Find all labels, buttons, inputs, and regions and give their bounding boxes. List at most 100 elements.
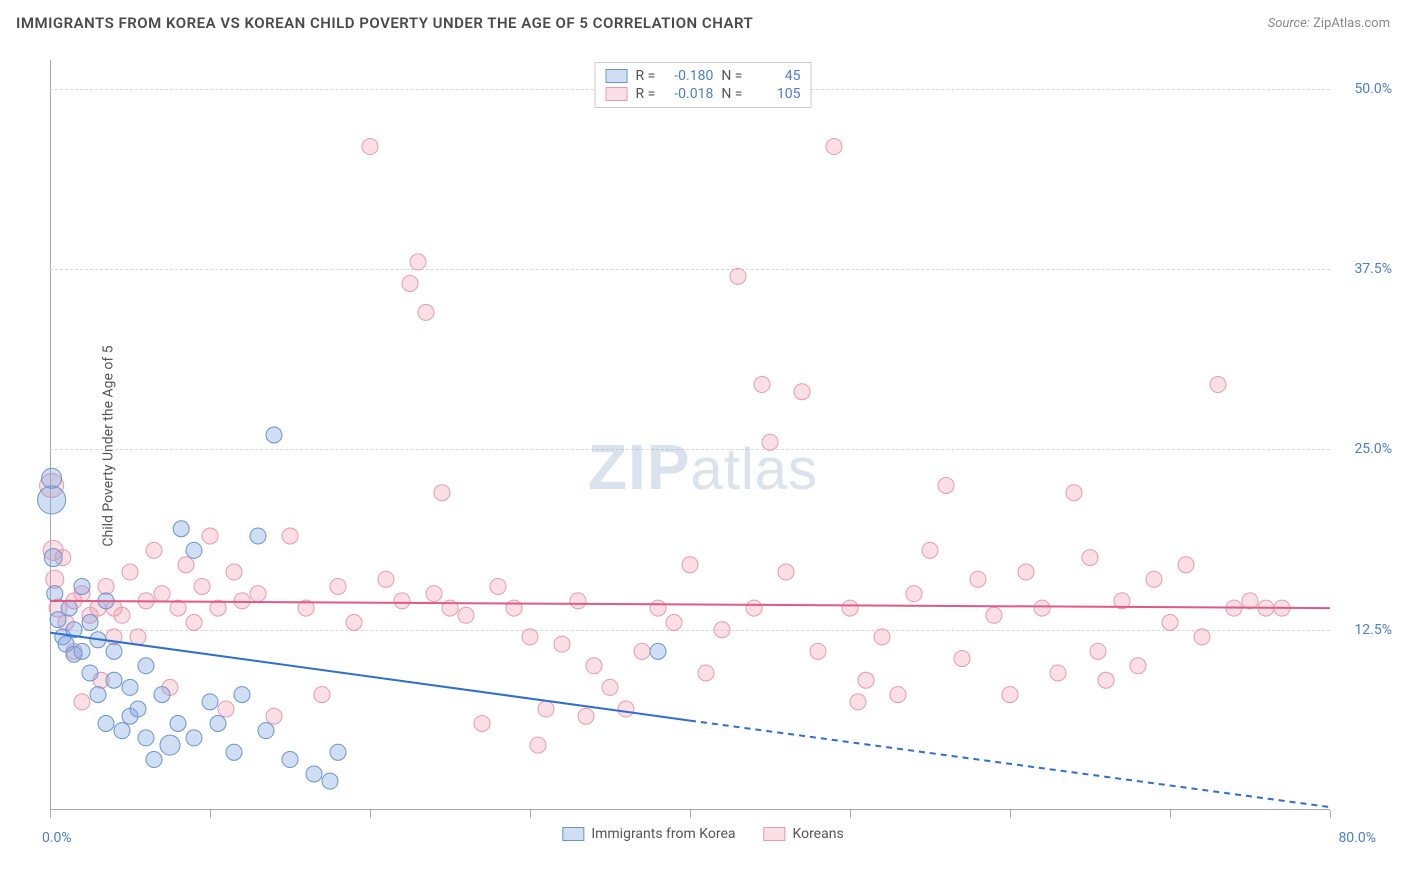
scatter-point (114, 723, 130, 739)
scatter-point (418, 304, 434, 320)
scatter-point (74, 578, 90, 594)
legend-item-pink: Koreans (763, 826, 843, 842)
scatter-point (762, 434, 778, 450)
legend-stats-row-pink: R = -0.018 N = 105 (606, 85, 801, 103)
scatter-point (250, 586, 266, 602)
scatter-point (970, 571, 986, 587)
x-tick (210, 810, 211, 818)
x-tick (530, 810, 531, 818)
scatter-point (114, 607, 130, 623)
scatter-point (634, 643, 650, 659)
x-tick (1330, 810, 1331, 818)
scatter-point (282, 528, 298, 544)
scatter-point (122, 679, 138, 695)
scatter-point (666, 615, 682, 631)
scatter-point (778, 564, 794, 580)
scatter-point (322, 773, 338, 789)
scatter-point (74, 694, 90, 710)
legend-item-blue: Immigrants from Korea (562, 826, 735, 842)
scatter-point (61, 600, 77, 616)
scatter-point (730, 268, 746, 284)
scatter-point (138, 730, 154, 746)
scatter-point (474, 715, 490, 731)
scatter-point (850, 694, 866, 710)
scatter-point (402, 276, 418, 292)
n-value-blue: 45 (750, 68, 800, 84)
chart-container: IMMIGRANTS FROM KOREA VS KOREAN CHILD PO… (0, 0, 1406, 892)
scatter-point (1146, 571, 1162, 587)
scatter-point (586, 658, 602, 674)
scatter-plot-svg (50, 60, 1330, 810)
scatter-point (258, 723, 274, 739)
scatter-point (682, 557, 698, 573)
scatter-point (234, 687, 250, 703)
title-bar: IMMIGRANTS FROM KOREA VS KOREAN CHILD PO… (16, 14, 1390, 32)
scatter-point (906, 586, 922, 602)
scatter-point (1066, 485, 1082, 501)
scatter-point (106, 672, 122, 688)
y-tick-label: 37.5% (1354, 261, 1392, 277)
scatter-point (1090, 643, 1106, 659)
scatter-point (186, 615, 202, 631)
scatter-point (826, 139, 842, 155)
scatter-point (570, 593, 586, 609)
scatter-point (434, 485, 450, 501)
scatter-point (154, 586, 170, 602)
scatter-point (714, 622, 730, 638)
scatter-point (1242, 593, 1258, 609)
scatter-point (1098, 672, 1114, 688)
scatter-point (1002, 687, 1018, 703)
scatter-point (194, 578, 210, 594)
x-tick (370, 810, 371, 818)
scatter-point (250, 528, 266, 544)
scatter-point (90, 687, 106, 703)
x-max-label: 80.0% (1338, 830, 1376, 846)
swatch-blue-icon (562, 827, 584, 841)
scatter-point (522, 629, 538, 645)
scatter-point (146, 752, 162, 768)
scatter-point (650, 600, 666, 616)
scatter-point (266, 708, 282, 724)
scatter-point (754, 377, 770, 393)
scatter-point (218, 701, 234, 717)
n-label: N = (721, 68, 742, 84)
trend-line (690, 721, 1330, 808)
scatter-point (154, 687, 170, 703)
scatter-point (618, 701, 634, 717)
scatter-point (146, 542, 162, 558)
legend-series: Immigrants from Korea Koreans (562, 826, 843, 842)
r-label: R = (636, 68, 656, 84)
x-origin-label: 0.0% (42, 830, 72, 846)
scatter-point (954, 651, 970, 667)
scatter-point (650, 643, 666, 659)
scatter-point (122, 564, 138, 580)
source-label: Source: (1268, 16, 1310, 31)
scatter-point (890, 687, 906, 703)
scatter-point (986, 607, 1002, 623)
legend-label-pink: Koreans (792, 826, 843, 842)
scatter-point (202, 694, 218, 710)
scatter-point (234, 593, 250, 609)
scatter-point (282, 752, 298, 768)
scatter-point (47, 586, 63, 602)
scatter-point (266, 427, 282, 443)
x-tick (1170, 810, 1171, 818)
scatter-point (306, 766, 322, 782)
scatter-point (98, 715, 114, 731)
scatter-point (394, 593, 410, 609)
scatter-point (1210, 377, 1226, 393)
n-label: N = (721, 86, 742, 102)
scatter-point (226, 744, 242, 760)
x-tick (1010, 810, 1011, 818)
scatter-point (346, 615, 362, 631)
scatter-point (538, 701, 554, 717)
scatter-point (842, 600, 858, 616)
scatter-point (186, 730, 202, 746)
scatter-point (490, 578, 506, 594)
scatter-point (226, 564, 242, 580)
scatter-point (170, 715, 186, 731)
r-value-pink: -0.018 (663, 86, 713, 102)
scatter-point (330, 744, 346, 760)
scatter-point (530, 737, 546, 753)
scatter-point (130, 629, 146, 645)
